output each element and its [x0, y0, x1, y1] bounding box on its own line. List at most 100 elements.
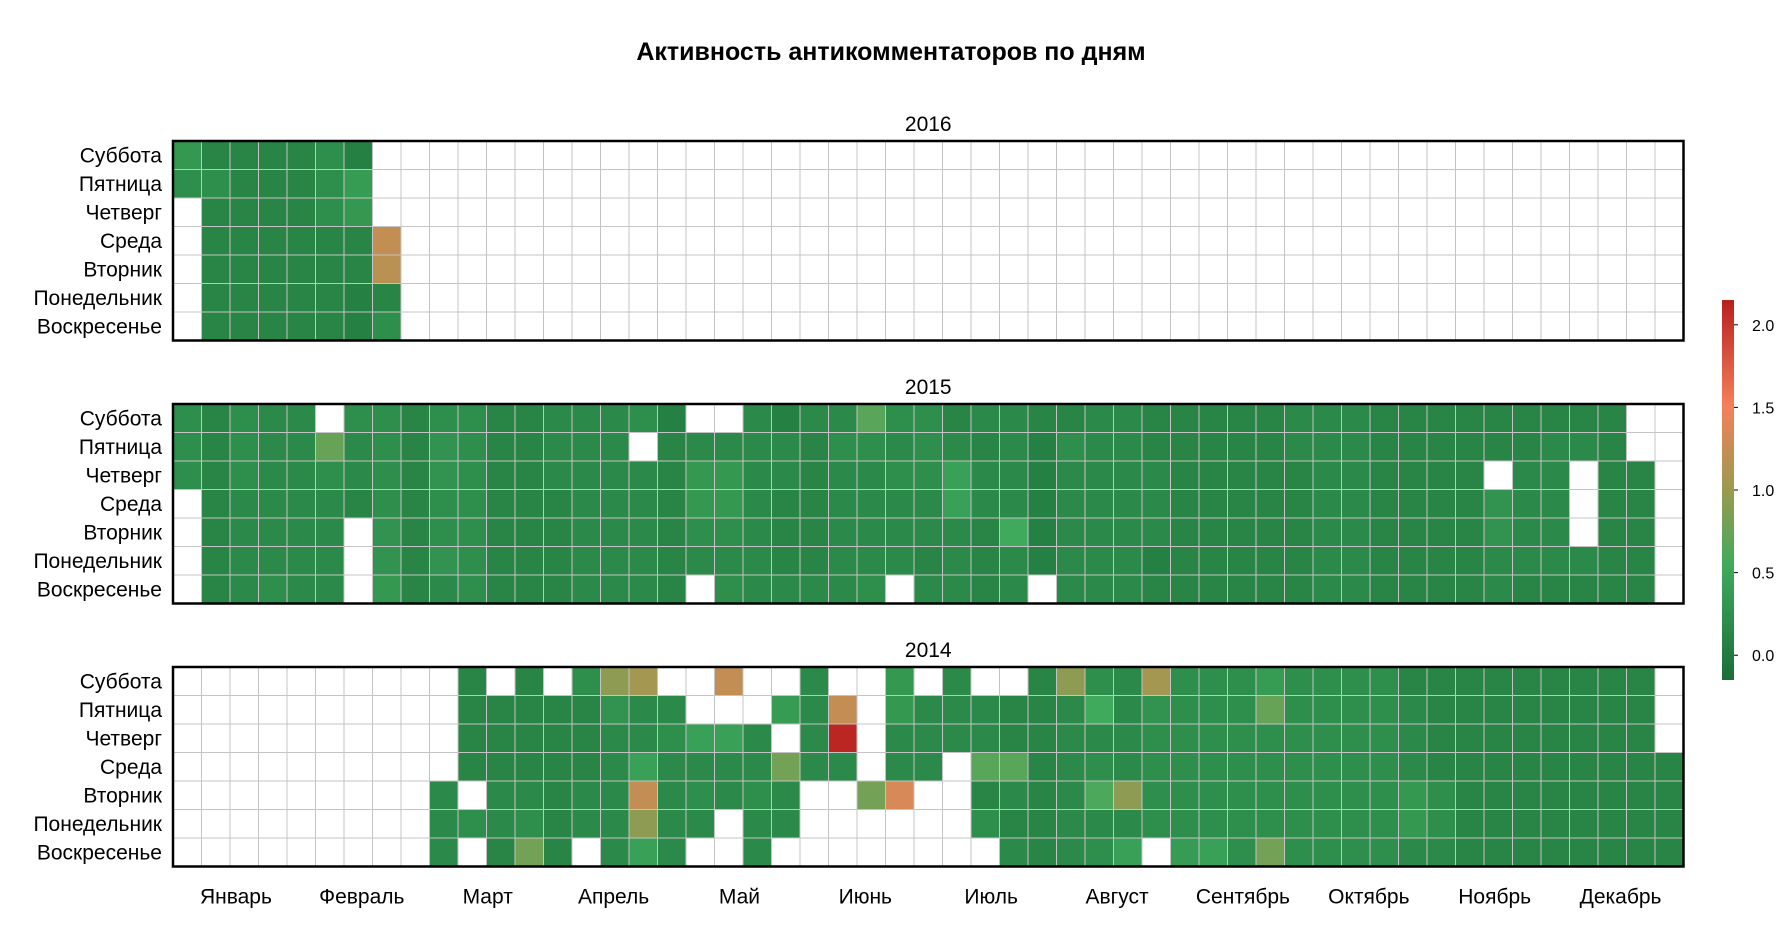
heatmap-cell [1654, 169, 1684, 199]
heatmap-cell [657, 169, 687, 199]
heatmap-cell [1455, 517, 1485, 547]
heatmap-cell [1341, 723, 1371, 753]
heatmap-cell [1512, 517, 1542, 547]
heatmap-cell [742, 752, 772, 782]
heatmap-cell [828, 403, 858, 433]
heatmap-cell [172, 432, 202, 462]
heatmap-cell [1284, 837, 1314, 867]
heatmap-cell [400, 140, 430, 170]
heatmap-cell [1312, 752, 1342, 782]
heatmap-cell [970, 140, 1000, 170]
heatmap-cell [1227, 226, 1257, 256]
heatmap-cell [1654, 695, 1684, 725]
heatmap-cell [1654, 283, 1684, 313]
heatmap-cell [999, 283, 1029, 313]
heatmap-cell [1426, 723, 1456, 753]
heatmap-cell [514, 197, 544, 227]
heatmap-cell [1227, 837, 1257, 867]
heatmap-cell [457, 752, 487, 782]
heatmap-cell [828, 517, 858, 547]
heatmap-cell [1056, 283, 1086, 313]
heatmap-cell [628, 837, 658, 867]
heatmap-cell [1569, 169, 1599, 199]
heatmap-cell [457, 837, 487, 867]
heatmap-cell [1312, 809, 1342, 839]
heatmap-cell [1369, 226, 1399, 256]
heatmap-cell [1084, 574, 1114, 604]
heatmap-cell [1113, 283, 1143, 313]
heatmap-cell [343, 460, 373, 490]
heatmap-cell [828, 666, 858, 696]
heatmap-cell [742, 311, 772, 341]
heatmap-cell [685, 460, 715, 490]
heatmap-cell [913, 311, 943, 341]
heatmap-cell [1483, 837, 1513, 867]
heatmap-cell [1597, 311, 1627, 341]
heatmap-cell [628, 574, 658, 604]
heatmap-cell [286, 226, 316, 256]
heatmap-cell [942, 837, 972, 867]
heatmap-cell [1341, 780, 1371, 810]
heatmap-cell [1626, 837, 1656, 867]
heatmap-cell [1369, 283, 1399, 313]
heatmap-cell [828, 489, 858, 519]
heatmap-cell [885, 666, 915, 696]
heatmap-cell [1398, 460, 1428, 490]
heatmap-cell [429, 837, 459, 867]
heatmap-cell [856, 197, 886, 227]
heatmap-cell [1056, 809, 1086, 839]
heatmap-cell [628, 311, 658, 341]
heatmap-cell [999, 403, 1029, 433]
heatmap-cell [1284, 283, 1314, 313]
heatmap-cell [1284, 403, 1314, 433]
heatmap-cell [685, 837, 715, 867]
heatmap-cell [970, 546, 1000, 576]
heatmap-cell [714, 403, 744, 433]
heatmap-cell [315, 169, 345, 199]
heatmap-cell [1113, 403, 1143, 433]
heatmap-cell [1626, 546, 1656, 576]
heatmap-cell [571, 837, 601, 867]
heatmap-cell [1284, 460, 1314, 490]
heatmap-cell [1084, 197, 1114, 227]
heatmap-cell [1540, 169, 1570, 199]
heatmap-cell [457, 574, 487, 604]
heatmap-cell [1312, 197, 1342, 227]
heatmap-cell [970, 460, 1000, 490]
heatmap-cell [1369, 460, 1399, 490]
heatmap-cell [828, 460, 858, 490]
heatmap-cell [543, 695, 573, 725]
heatmap-cell [486, 311, 516, 341]
heatmap-cell [1141, 140, 1171, 170]
heatmap-cell [457, 197, 487, 227]
heatmap-cell [429, 546, 459, 576]
heatmap-cell [1398, 140, 1428, 170]
heatmap-cell [1483, 752, 1513, 782]
heatmap-cell [828, 695, 858, 725]
heatmap-cell [514, 254, 544, 284]
heatmap-cell [628, 197, 658, 227]
weekday-label: Четверг [85, 464, 162, 487]
heatmap-cell [1198, 311, 1228, 341]
heatmap-cell [543, 723, 573, 753]
heatmap-cell [999, 140, 1029, 170]
heatmap-cell [315, 460, 345, 490]
colorbar-tick-label: 0.5 [1752, 566, 1774, 583]
heatmap-cell [229, 574, 259, 604]
heatmap-cell [1170, 169, 1200, 199]
heatmap-cell [315, 226, 345, 256]
heatmap-cell [970, 311, 1000, 341]
heatmap-cell [1398, 254, 1428, 284]
heatmap-cell [258, 226, 288, 256]
heatmap-cell [1398, 809, 1428, 839]
heatmap-cell [400, 837, 430, 867]
heatmap-cell [799, 489, 829, 519]
heatmap-cell [1654, 574, 1684, 604]
heatmap-cell [1369, 723, 1399, 753]
heatmap-cell [258, 723, 288, 753]
heatmap-cell [1170, 517, 1200, 547]
heatmap-cell [258, 311, 288, 341]
heatmap-cell [1170, 140, 1200, 170]
heatmap-cell [1569, 432, 1599, 462]
heatmap-cell [714, 460, 744, 490]
